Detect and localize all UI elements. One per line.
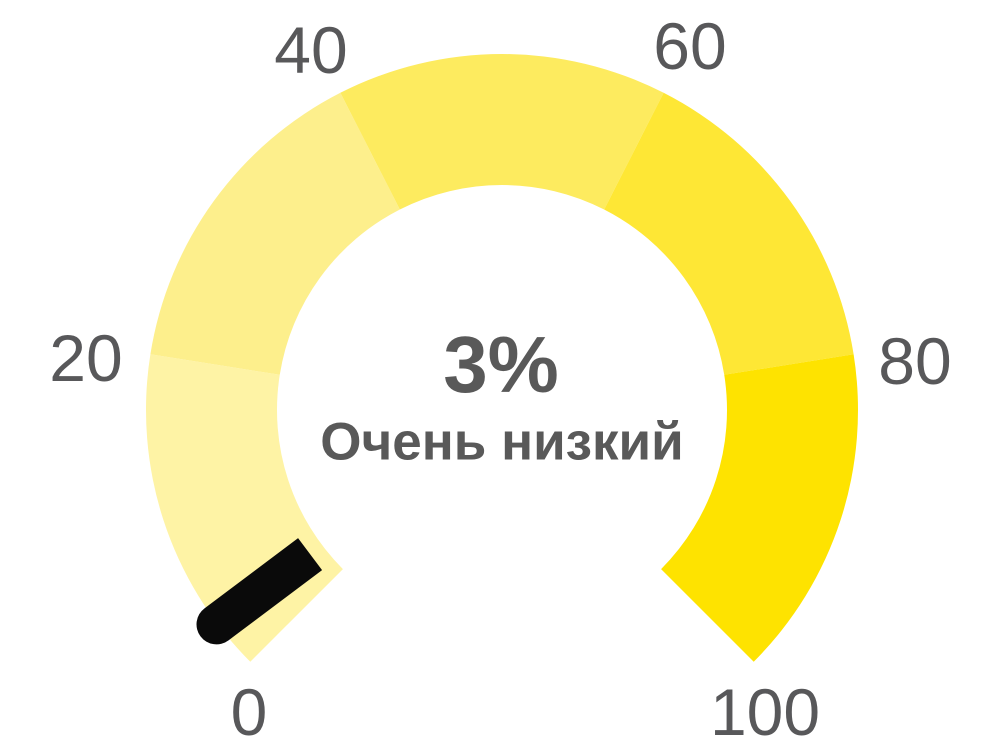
gauge-value-text: 3% <box>443 320 559 409</box>
gauge-segment-60-80 <box>604 92 854 375</box>
tick-label-0: 0 <box>230 675 268 749</box>
gauge-segment-40-60 <box>340 53 664 210</box>
tick-label-80: 80 <box>878 324 952 398</box>
gauge-segment-80-100 <box>661 354 858 662</box>
tick-label-20: 20 <box>49 321 123 395</box>
tick-label-40: 40 <box>274 13 348 87</box>
tick-label-60: 60 <box>653 9 727 83</box>
gauge-needle <box>196 538 323 645</box>
gauge-segment-20-40 <box>150 92 400 375</box>
tick-label-100: 100 <box>709 675 821 749</box>
gauge-status-text: Очень низкий <box>320 412 684 472</box>
